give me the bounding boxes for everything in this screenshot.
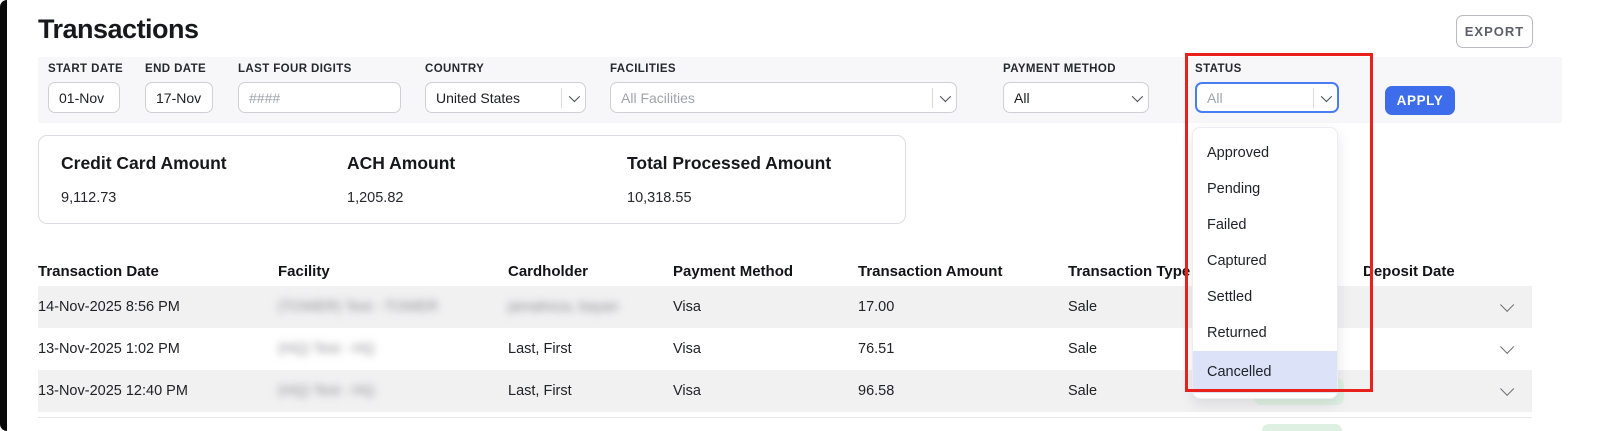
filter-status: STATUS All <box>1195 63 1339 113</box>
facility-cell: (HQ) Test - HQ <box>278 341 375 357</box>
end-date-label: END DATE <box>145 63 207 75</box>
end-date-input[interactable] <box>145 82 213 113</box>
facilities-label: FACILITIES <box>610 63 676 75</box>
country-value: United States <box>436 89 521 106</box>
summary-metric-label: ACH Amount <box>347 153 456 173</box>
last-four-digits-label: LAST FOUR DIGITS <box>238 63 352 75</box>
filter-payment-method: PAYMENT METHOD All <box>1003 63 1149 113</box>
payment-method-cell: Visa <box>673 383 701 399</box>
transaction-date-cell: 13-Nov-2025 1:02 PM <box>38 341 180 357</box>
status-option-pending[interactable]: Pending <box>1207 181 1261 197</box>
payment-method-value: All <box>1014 89 1030 106</box>
column-header: Payment Method <box>673 262 794 280</box>
select-divider <box>561 87 562 108</box>
status-label: STATUS <box>1195 63 1242 75</box>
summary-card: Credit Card Amount 9,112.73 ACH Amount 1… <box>38 135 906 224</box>
start-date-label: START DATE <box>48 63 124 75</box>
column-header: Transaction Amount <box>858 262 1003 280</box>
chevron-down-icon[interactable] <box>1131 90 1144 102</box>
status-option-returned[interactable]: Returned <box>1207 325 1267 341</box>
status-option-cancelled[interactable]: Cancelled <box>1193 351 1337 393</box>
cardholder-cell: jamalreza, bayan <box>508 299 619 315</box>
status-badge-partial <box>1262 424 1342 431</box>
facilities-placeholder: All Facilities <box>621 89 695 106</box>
screen-edge-bar <box>0 0 7 431</box>
start-date-value[interactable] <box>59 89 111 106</box>
summary-metric: Total Processed Amount 10,318.55 <box>627 136 831 223</box>
transaction-date-cell: 14-Nov-2025 8:56 PM <box>38 299 180 315</box>
filter-facilities: FACILITIES All Facilities <box>610 63 957 113</box>
summary-metric-value: 1,205.82 <box>347 190 404 206</box>
chevron-down-icon[interactable] <box>568 90 581 102</box>
filter-bar: START DATE END DATE LAST FOUR DIGITS COU… <box>38 57 1562 123</box>
filter-country: COUNTRY United States <box>425 63 586 113</box>
transaction-amount-cell: 96.58 <box>858 383 895 399</box>
row-expand-chevron-icon[interactable] <box>1500 297 1515 312</box>
status-dropdown-menu: Approved Pending Failed Captured Settled Retu… <box>1192 127 1338 399</box>
facilities-select[interactable]: All Facilities <box>610 82 957 113</box>
status-option-failed[interactable]: Failed <box>1207 217 1247 233</box>
cardholder-cell: Last, First <box>508 341 572 357</box>
summary-metric-value: 10,318.55 <box>627 190 692 206</box>
table-bottom-divider <box>38 417 1532 418</box>
facility-cell: (HQ) Test - HQ <box>278 383 375 399</box>
select-divider <box>932 87 933 108</box>
start-date-input[interactable] <box>48 82 120 113</box>
transaction-type-cell: Sale <box>1068 299 1098 315</box>
summary-metric-label: Credit Card Amount <box>61 153 227 173</box>
facility-cell: (TOWER) Test - TOWER <box>278 299 439 315</box>
chevron-down-icon[interactable] <box>1320 90 1333 102</box>
filter-last-four-digits: LAST FOUR DIGITS <box>238 63 401 113</box>
last-four-digits-input[interactable] <box>238 82 401 113</box>
summary-metric-label: Total Processed Amount <box>627 153 832 173</box>
column-header: Facility <box>278 262 330 280</box>
last-four-digits-value[interactable] <box>249 89 392 106</box>
chevron-down-icon[interactable] <box>939 90 952 102</box>
transaction-type-cell: Sale <box>1068 383 1098 399</box>
column-header: Deposit Date <box>1363 262 1455 280</box>
cardholder-cell: Last, First <box>508 383 572 399</box>
column-header: Transaction Type <box>1068 262 1191 280</box>
status-select[interactable]: All <box>1195 82 1339 113</box>
payment-method-cell: Visa <box>673 299 701 315</box>
summary-metric: ACH Amount 1,205.82 <box>347 136 455 223</box>
payment-method-cell: Visa <box>673 341 701 357</box>
transaction-date-cell: 13-Nov-2025 12:40 PM <box>38 383 188 399</box>
select-divider <box>1313 87 1314 108</box>
filter-end-date: END DATE <box>145 63 213 113</box>
summary-metric-value: 9,112.73 <box>61 190 117 206</box>
table-header-row: Transaction Date Facility Cardholder Paymen… <box>38 256 1532 286</box>
row-expand-chevron-icon[interactable] <box>1500 381 1515 396</box>
page-title: Transactions <box>38 14 199 44</box>
end-date-value[interactable] <box>156 89 204 106</box>
status-option-approved[interactable]: Approved <box>1207 145 1270 161</box>
transaction-amount-cell: 17.00 <box>858 299 895 315</box>
row-expand-chevron-icon[interactable] <box>1500 339 1515 354</box>
transaction-amount-cell: 76.51 <box>858 341 895 357</box>
payment-method-label: PAYMENT METHOD <box>1003 63 1116 75</box>
table-row[interactable]: 13-Nov-2025 1:02 PM (HQ) Test - HQ Last,… <box>38 328 1532 370</box>
status-placeholder: All <box>1207 89 1223 106</box>
column-header: Transaction Date <box>38 262 159 280</box>
country-label: COUNTRY <box>425 63 485 75</box>
status-option-captured[interactable]: Captured <box>1207 253 1267 269</box>
filter-start-date: START DATE <box>48 63 123 113</box>
country-select[interactable]: United States <box>425 82 586 113</box>
status-option-settled[interactable]: Settled <box>1207 289 1253 305</box>
payment-method-select[interactable]: All <box>1003 82 1149 113</box>
export-button[interactable]: EXPORT <box>1456 15 1533 48</box>
apply-button[interactable]: APPLY <box>1385 86 1455 115</box>
summary-metric: Credit Card Amount 9,112.73 <box>61 136 227 223</box>
transaction-type-cell: Sale <box>1068 341 1098 357</box>
column-header: Cardholder <box>508 262 589 280</box>
